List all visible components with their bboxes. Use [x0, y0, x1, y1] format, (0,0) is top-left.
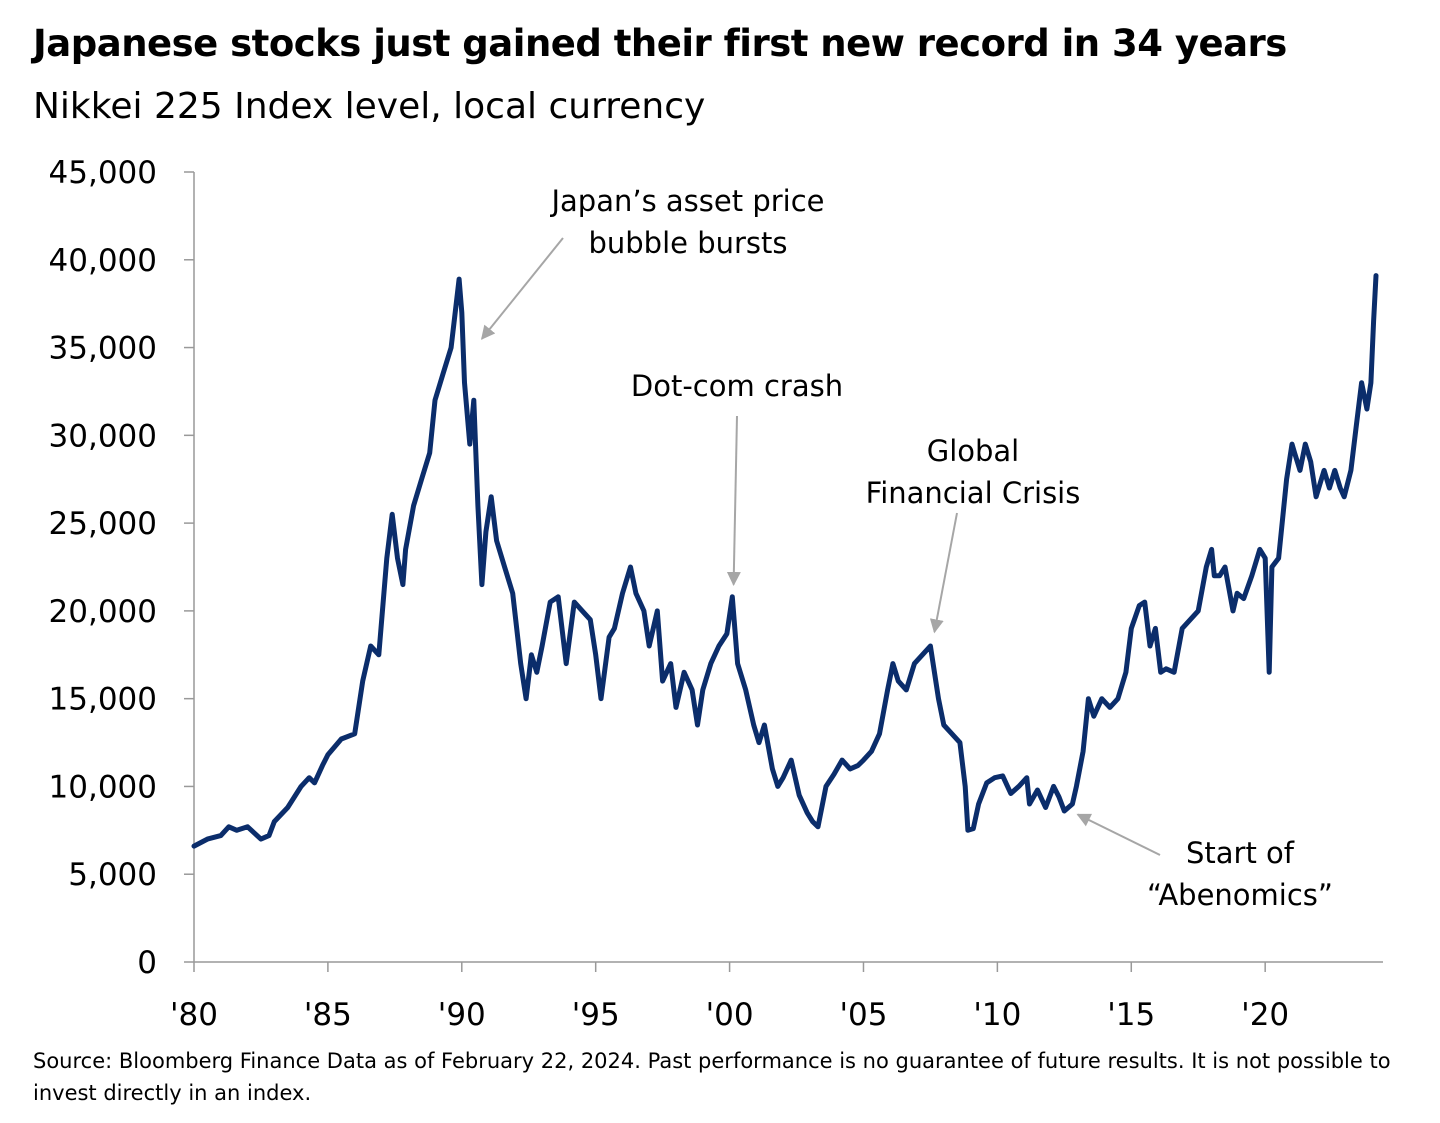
y-tick-label: 15,000: [49, 682, 157, 718]
chart-subtitle: Nikkei 225 Index level, local currency: [33, 86, 706, 127]
x-tick-label: '20: [1241, 997, 1289, 1033]
annotation-label: Financial Crisis: [866, 476, 1081, 510]
y-tick-label: 5,000: [68, 857, 157, 893]
nikkei-line-chart: 0 5,000 10,000 15,000 20,000 25,000 30,000 35,0…: [49, 155, 1383, 1033]
y-tick-label: 40,000: [49, 243, 157, 279]
annotation-label: Dot-com crash: [631, 369, 843, 403]
annotation-arrow: [1076, 813, 1161, 856]
x-tick-label: '00: [706, 997, 754, 1033]
series-line-nikkei-225: [191, 273, 1379, 849]
y-tick-label: 0: [137, 945, 157, 981]
y-tick-label: 35,000: [49, 331, 157, 367]
annotation-label: Start of: [1186, 836, 1295, 870]
x-tick-label: '90: [438, 997, 486, 1033]
x-tick-label: '05: [839, 997, 887, 1033]
y-tick-label: 25,000: [49, 506, 157, 542]
x-tick-label: '80: [170, 997, 218, 1033]
annotation-arrow: [726, 415, 741, 586]
annotation-label: Global: [927, 434, 1020, 468]
x-tick-label: '85: [304, 997, 352, 1033]
annotation-label: “Abenomics”: [1147, 878, 1333, 912]
chart-title: Japanese stocks just gained their first …: [33, 22, 1287, 65]
annotation-label: Japan’s asset price: [549, 184, 824, 218]
x-tick-label: '15: [1107, 997, 1155, 1033]
annotation-arrow: [929, 512, 958, 634]
x-tick-label: '10: [973, 997, 1021, 1033]
y-tick-label: 45,000: [49, 155, 157, 191]
annotation-arrow: [480, 237, 564, 340]
y-tick-label: 10,000: [49, 769, 157, 805]
source-footnote: Source: Bloomberg Finance Data as of Feb…: [33, 1049, 1391, 1105]
y-tick-label: 20,000: [49, 594, 157, 630]
x-tick-label: '95: [572, 997, 620, 1033]
y-tick-label: 30,000: [49, 418, 157, 454]
annotation-label: bubble bursts: [588, 226, 787, 260]
